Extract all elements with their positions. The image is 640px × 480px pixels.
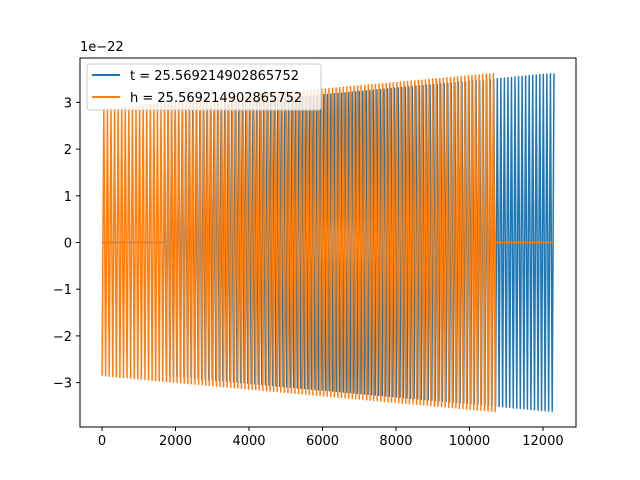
plot-area: [79, 57, 577, 428]
x-tick-label: 8000: [379, 434, 412, 449]
x-tick-label: 6000: [306, 434, 339, 449]
y-tick-label: 2: [64, 143, 72, 158]
y-tick-label: 0: [64, 237, 72, 252]
legend-label-h: h = 25.569214902865752: [130, 91, 302, 106]
y-tick-label: −3: [53, 377, 72, 392]
y-tick-label: 3: [64, 96, 72, 111]
y-tick-label: −1: [53, 283, 72, 298]
x-tick-label: 4000: [232, 434, 265, 449]
x-tick-label: 2000: [159, 434, 192, 449]
y-offset-text: 1e−22: [80, 40, 124, 55]
legend: t = 25.569214902865752 h = 25.5692149028…: [86, 63, 322, 111]
legend-label-t: t = 25.569214902865752: [130, 69, 299, 84]
y-axis-ticks: −3 −2 −1 0 1 2 3: [53, 96, 80, 392]
legend-box: [86, 63, 322, 111]
x-axis-ticks: 0 2000 4000 6000 8000 10000 12000: [98, 427, 564, 449]
x-tick-label: 10000: [449, 434, 490, 449]
y-tick-label: −2: [53, 330, 72, 345]
x-tick-label: 0: [98, 434, 106, 449]
x-tick-label: 12000: [522, 434, 563, 449]
y-tick-label: 1: [64, 190, 72, 205]
